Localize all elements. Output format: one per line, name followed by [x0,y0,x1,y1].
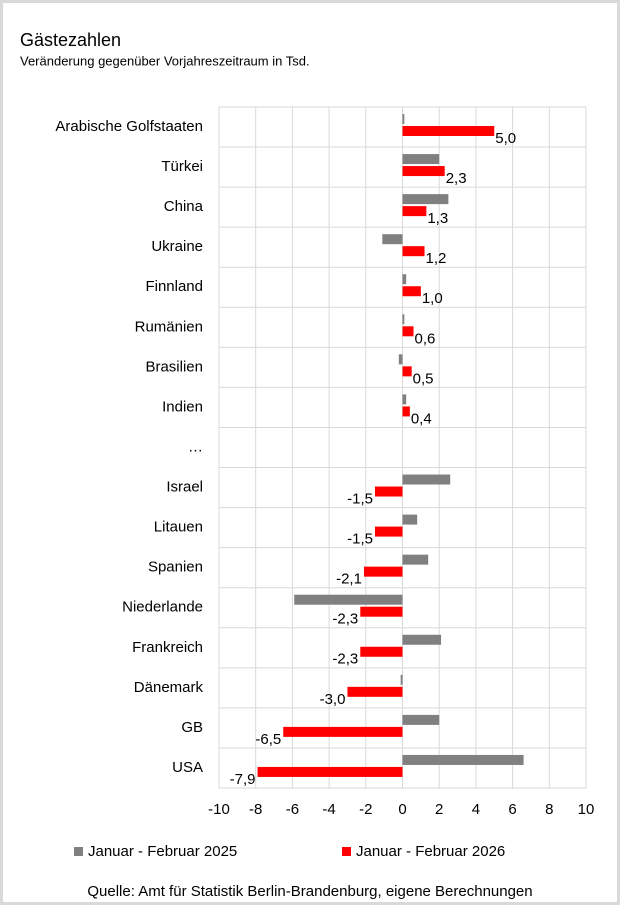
bar [363,566,403,577]
data-label: 2,3 [446,170,467,187]
y-tick-label: GB [181,719,203,736]
x-tick-label: 10 [578,801,595,818]
y-tick-label: Litauen [154,519,203,536]
y-tick-label: USA [172,759,203,776]
x-tick-label: -6 [286,801,299,818]
x-tick-label: -2 [359,801,372,818]
bar [402,114,405,124]
y-tick-label: Israel [166,479,203,496]
bar [402,754,524,765]
bar [402,246,425,257]
x-tick-label: -10 [208,801,230,818]
y-tick-label: Spanien [148,559,203,576]
bar [402,154,440,165]
bar [294,594,403,605]
legend-swatch [74,847,83,856]
y-tick-label: Ukraine [151,238,203,255]
legend-label: Januar - Februar 2025 [88,843,237,860]
bar [402,166,445,177]
y-tick-label: … [188,438,203,455]
bar [360,606,403,617]
bar [402,406,410,417]
data-label: -2,3 [332,611,358,628]
x-tick-label: 8 [545,801,553,818]
data-label: -7,9 [230,771,256,788]
x-tick-label: 0 [398,801,406,818]
chart-subtitle: Veränderung gegenüber Vorjahreszeitraum … [20,53,310,68]
bar [374,526,403,537]
bar [402,366,412,377]
y-tick-label: China [164,198,204,215]
data-label: 0,6 [415,330,436,347]
bar [402,126,495,136]
x-tick-label: 2 [435,801,443,818]
y-tick-label: Niederlande [122,599,203,616]
bar [402,274,407,285]
y-tick-label: Frankreich [132,639,203,656]
legend-label: Januar - Februar 2026 [356,843,505,860]
bar [347,686,403,697]
legend-swatch [342,847,351,856]
x-tick-label: 4 [472,801,480,818]
chart-title: Gästezahlen [20,30,121,50]
bar [402,206,427,217]
bar [374,486,403,497]
y-tick-label: Türkei [161,158,203,175]
data-label: 1,2 [426,250,447,267]
data-label: 0,5 [413,370,434,387]
bar [402,194,449,205]
y-tick-label: Dänemark [134,679,204,696]
x-tick-label: 6 [508,801,516,818]
data-label: -2,1 [336,571,362,588]
data-label: -2,3 [332,651,358,668]
y-tick-label: Arabische Golfstaaten [55,118,203,135]
y-tick-label: Finnland [145,278,203,295]
data-label: -3,0 [320,691,346,708]
bar [402,394,407,405]
data-label: -6,5 [255,731,281,748]
bar [402,514,418,525]
bar [402,474,451,485]
data-label: -1,5 [347,531,373,548]
x-tick-label: -4 [322,801,335,818]
bar [402,314,405,325]
bar [360,646,403,657]
bar [402,326,414,337]
bar [400,674,403,685]
bar [257,766,403,777]
bar [402,634,442,645]
y-tick-label: Rumänien [135,318,203,335]
x-tick-label: -8 [249,801,262,818]
bar [283,726,403,737]
bar [382,234,403,245]
y-tick-label: Indien [162,398,203,415]
bar [402,714,440,725]
bar [402,554,429,565]
data-label: 1,0 [422,290,443,307]
data-label: 5,0 [495,130,516,147]
bar [398,354,403,365]
data-label: 0,4 [411,410,432,427]
data-label: 1,3 [427,210,448,227]
source: Quelle: Amt für Statistik Berlin-Branden… [87,883,532,900]
bar [402,286,421,297]
y-tick-label: Brasilien [145,358,203,375]
data-label: -1,5 [347,490,373,507]
